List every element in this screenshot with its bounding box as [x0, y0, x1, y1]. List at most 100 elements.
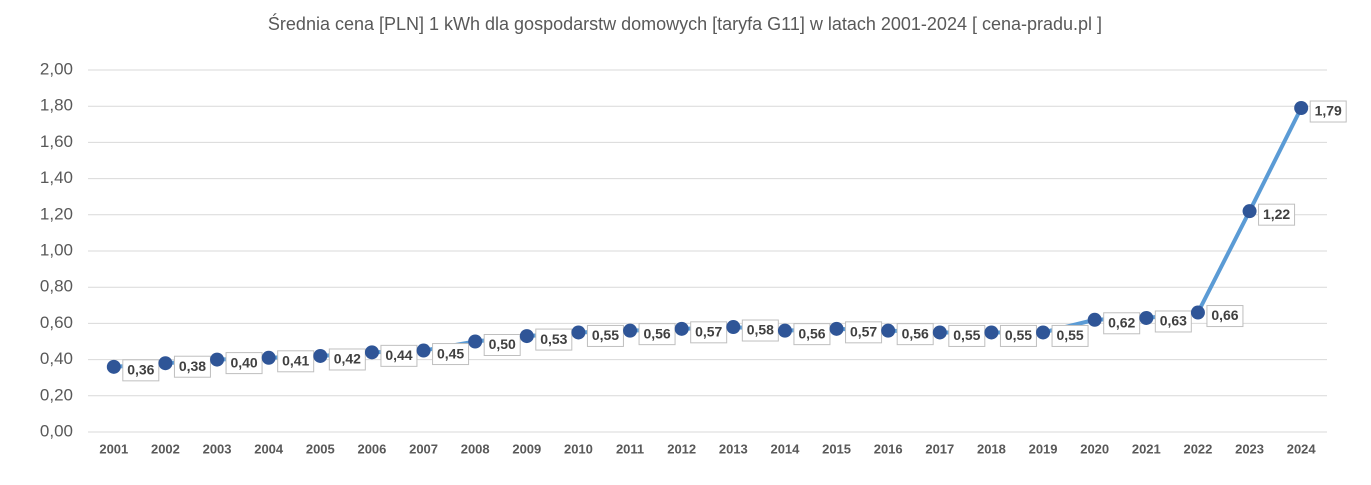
data-point [1242, 204, 1257, 219]
data-point [1087, 312, 1102, 327]
y-tick-label: 0,20 [40, 385, 73, 404]
data-label-text: 0,44 [385, 347, 412, 363]
data-label-box [535, 328, 573, 351]
data-label-box [999, 324, 1037, 347]
data-label-box [586, 324, 624, 347]
data-point [571, 325, 586, 340]
data-label-box [328, 348, 366, 371]
data-label: 0,41 [277, 350, 315, 373]
data-point [726, 320, 741, 335]
data-label-box [948, 324, 986, 347]
data-label: 0,42 [328, 348, 366, 371]
data-point [416, 343, 431, 358]
data-label: 0,36 [122, 359, 160, 382]
data-label-box [225, 352, 263, 375]
y-tick-label: 0,00 [40, 421, 73, 440]
x-tick-label: 2007 [409, 441, 438, 456]
data-label-box [173, 355, 211, 378]
data-label-text: 0,55 [592, 327, 619, 343]
y-tick-label: 1,40 [40, 168, 73, 187]
x-tick-label: 2002 [151, 441, 180, 456]
x-tick-label: 2018 [977, 441, 1006, 456]
data-label: 0,45 [432, 343, 470, 366]
data-label: 0,57 [845, 321, 883, 344]
x-tick-label: 2001 [99, 441, 128, 456]
x-tick-label: 2020 [1080, 441, 1109, 456]
data-point [829, 321, 844, 336]
x-tick-label: 2016 [874, 441, 903, 456]
x-tick-label: 2008 [461, 441, 490, 456]
x-tick-label: 2024 [1287, 441, 1317, 456]
data-label-text: 0,38 [179, 358, 206, 374]
data-label-text: 0,41 [282, 352, 309, 368]
data-label-text: 0,56 [902, 325, 929, 341]
data-point [106, 359, 121, 374]
data-point [1139, 310, 1154, 325]
data-point [881, 323, 896, 338]
y-tick-label: 1,80 [40, 96, 73, 115]
data-label-text: 1,22 [1263, 206, 1290, 222]
data-label: 0,62 [1103, 312, 1141, 335]
data-label-text: 0,57 [850, 324, 877, 340]
data-label: 0,50 [483, 334, 521, 356]
data-label-text: 0,45 [437, 345, 464, 361]
x-tick-label: 2009 [512, 441, 541, 456]
data-label-text: 0,42 [334, 351, 361, 367]
data-label: 1,79 [1309, 100, 1347, 123]
data-point [1036, 325, 1051, 340]
data-label-text: 0,56 [798, 325, 825, 341]
data-point [674, 321, 689, 336]
x-tick-label: 2014 [770, 441, 800, 456]
data-label: 0,55 [999, 324, 1037, 347]
data-point [984, 325, 999, 340]
x-tick-label: 2013 [719, 441, 748, 456]
data-point [261, 350, 276, 365]
data-label-text: 0,58 [747, 322, 774, 338]
data-label-text: 0,55 [1005, 327, 1032, 343]
data-label: 0,58 [741, 319, 779, 342]
data-label: 0,38 [173, 355, 211, 378]
data-label-text: 0,50 [489, 336, 516, 352]
y-tick-label: 1,20 [40, 204, 73, 223]
data-label-box [638, 323, 676, 346]
x-tick-label: 2022 [1183, 441, 1212, 456]
y-tick-label: 0,80 [40, 277, 73, 296]
x-tick-label: 2004 [254, 441, 284, 456]
data-label-text: 0,36 [127, 362, 154, 378]
data-label: 0,57 [690, 321, 728, 344]
data-point [468, 334, 483, 349]
data-label-box [432, 343, 470, 366]
data-label: 0,56 [896, 323, 934, 346]
data-label: 0,55 [586, 324, 624, 347]
chart-title: Średnia cena [PLN] 1 kWh dla gospodarstw… [268, 13, 1102, 34]
data-label-box [1309, 100, 1347, 123]
y-tick-label: 0,40 [40, 349, 73, 368]
data-label-text: 0,55 [1056, 327, 1083, 343]
x-tick-label: 2006 [357, 441, 386, 456]
data-point [158, 356, 173, 371]
data-label-text: 0,53 [540, 331, 567, 347]
data-label-text: 0,57 [695, 324, 722, 340]
x-tick-label: 2019 [1029, 441, 1058, 456]
data-point [932, 325, 947, 340]
data-label-text: 0,66 [1211, 307, 1238, 323]
data-label-text: 0,40 [230, 354, 257, 370]
data-label-box [1154, 310, 1192, 333]
data-label-text: 1,79 [1315, 103, 1342, 119]
data-point [777, 323, 792, 338]
y-tick-label: 1,00 [40, 240, 73, 259]
data-label-box [1206, 305, 1244, 328]
data-label: 0,56 [638, 323, 676, 346]
data-label-box [277, 350, 315, 373]
x-tick-label: 2010 [564, 441, 593, 456]
data-label: 0,55 [1051, 324, 1089, 347]
data-label-box [1103, 312, 1141, 335]
data-point [623, 323, 638, 338]
data-label: 0,55 [948, 324, 986, 347]
data-label-box [483, 334, 521, 356]
y-tick-label: 2,00 [40, 59, 73, 78]
x-tick-label: 2012 [667, 441, 696, 456]
data-point [1294, 101, 1309, 116]
x-tick-label: 2011 [616, 441, 644, 456]
